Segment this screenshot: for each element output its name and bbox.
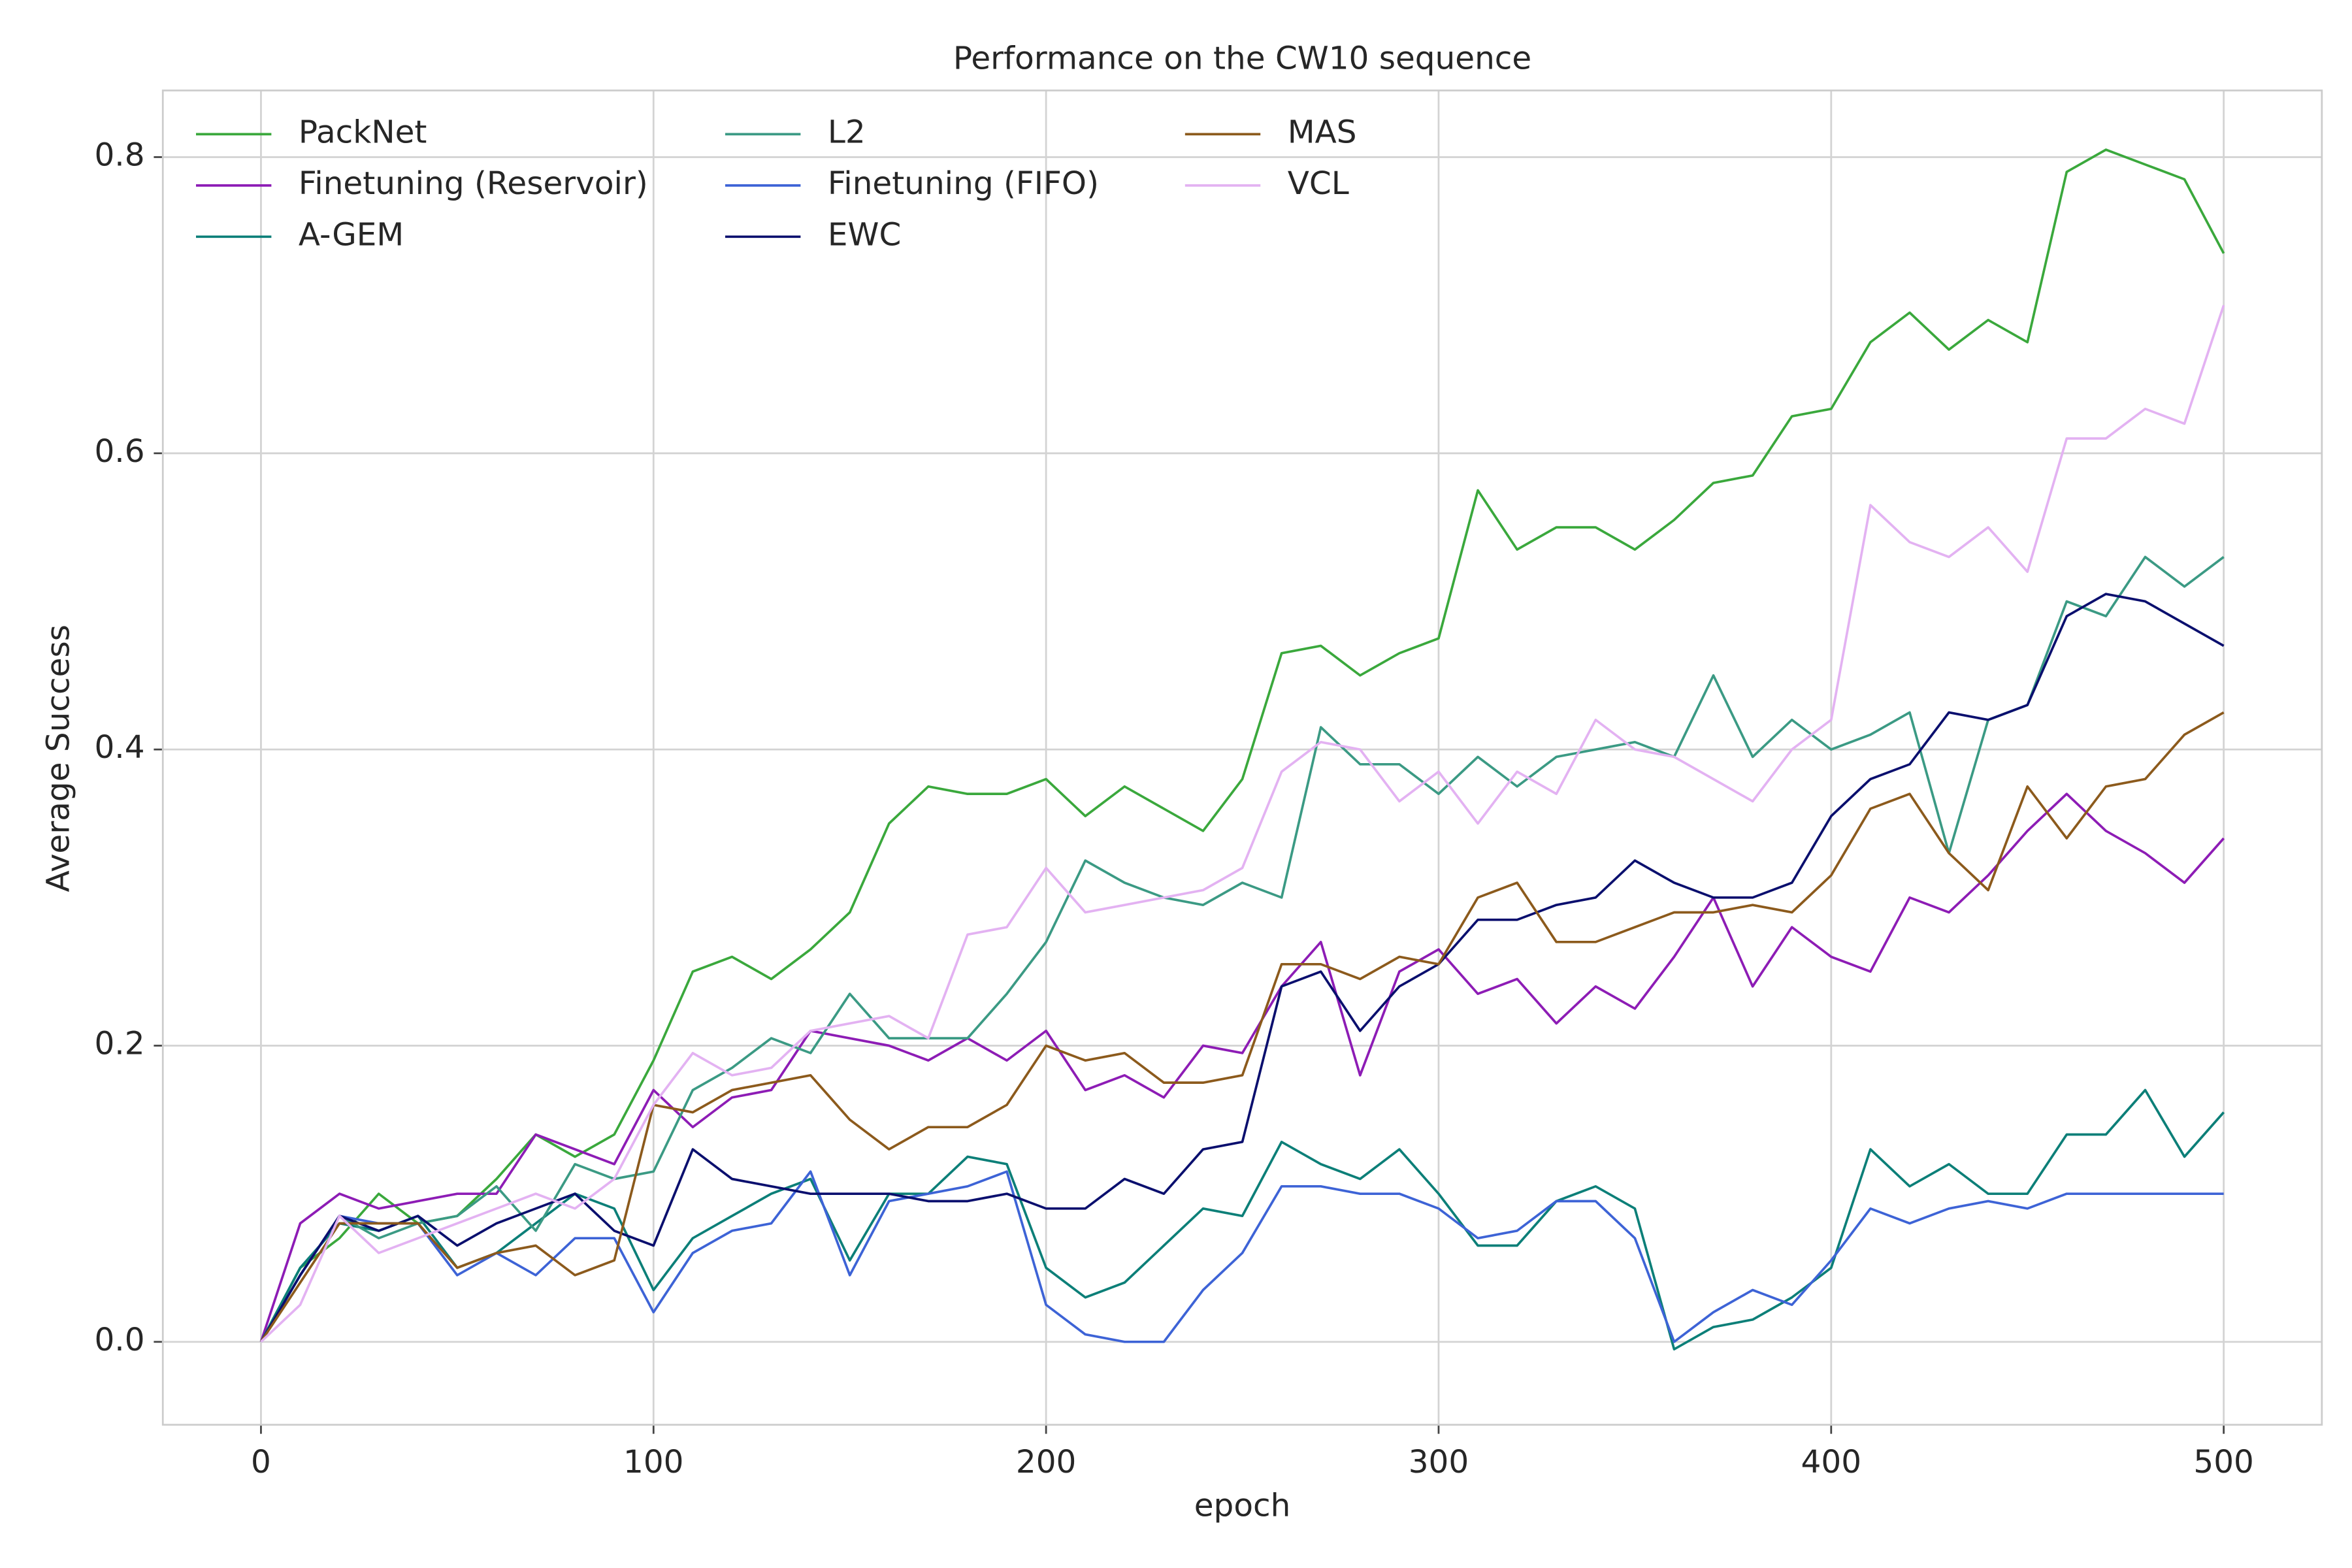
- series-line: [259, 792, 2225, 1343]
- legend-label: EWC: [828, 216, 901, 253]
- x-tick-label: 200: [1016, 1444, 1076, 1480]
- legend-label: Finetuning (FIFO): [828, 165, 1099, 202]
- legend-label: MAS: [1288, 114, 1357, 150]
- x-tick-label: 500: [2193, 1444, 2253, 1480]
- y-tick-label: 0.8: [94, 137, 144, 173]
- series-line: [259, 711, 2225, 1343]
- legend-label: VCL: [1288, 165, 1349, 202]
- x-tick-label: 0: [251, 1444, 271, 1480]
- x-tick-label: 100: [623, 1444, 683, 1480]
- plot-frame: [161, 90, 2323, 1426]
- y-tick-label: 0.6: [94, 433, 144, 470]
- y-axis-label: Average Success: [40, 625, 76, 892]
- series-line: [259, 593, 2225, 1343]
- legend-label: L2: [828, 114, 866, 150]
- legend-label: Finetuning (Reservoir): [299, 165, 648, 202]
- series-line: [259, 555, 2225, 1343]
- series-line: [259, 148, 2225, 1343]
- x-axis-label: epoch: [1194, 1488, 1291, 1524]
- y-tick-label: 0.4: [94, 729, 144, 766]
- series-line: [260, 304, 2225, 1343]
- y-tick-label: 0.0: [94, 1322, 144, 1358]
- x-tick-label: 300: [1409, 1444, 1469, 1480]
- chart-title: Performance on the CW10 sequence: [953, 40, 1531, 76]
- y-tick-label: 0.2: [94, 1025, 144, 1062]
- legend-label: A-GEM: [299, 216, 404, 253]
- x-tick-label: 400: [1801, 1444, 1861, 1480]
- series-line: [259, 1170, 2224, 1343]
- legend-label: PackNet: [299, 114, 427, 150]
